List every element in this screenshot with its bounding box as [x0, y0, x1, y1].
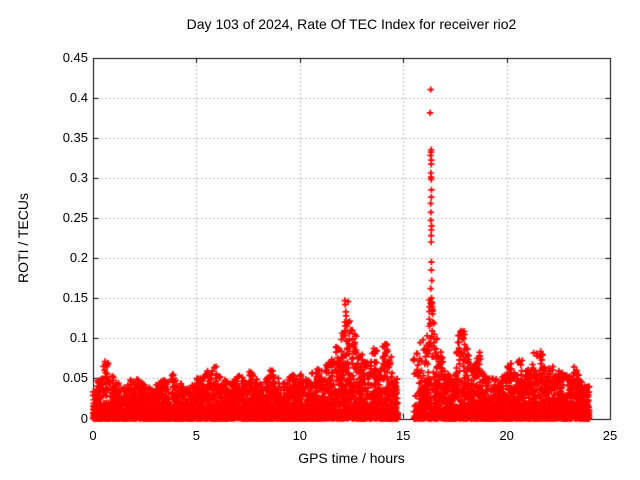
y-axis-label: ROTI / TECUs — [15, 193, 31, 283]
y-tick-label: 0 — [80, 410, 88, 426]
y-tick-label: 0.1 — [69, 330, 88, 346]
y-tick-label: 0.05 — [62, 370, 88, 386]
x-axis-label: GPS time / hours — [298, 450, 405, 466]
y-tick-label: 0.2 — [69, 250, 88, 266]
y-tick-label: 0.3 — [69, 169, 88, 185]
x-tick-label: 15 — [395, 428, 411, 443]
y-tick-label: 0.4 — [69, 89, 88, 105]
y-tick-label: 0.25 — [62, 209, 88, 225]
x-tick-label: 25 — [602, 428, 618, 443]
x-tick-label: 10 — [292, 428, 308, 443]
y-tick-label: 0.15 — [62, 290, 88, 306]
y-tick-label: 0.45 — [62, 49, 88, 65]
chart-title: Day 103 of 2024, Rate Of TEC Index for r… — [186, 16, 517, 32]
y-tick-label: 0.35 — [62, 129, 88, 145]
x-tick-label: 20 — [499, 428, 514, 443]
x-tick-label: 5 — [192, 428, 200, 443]
x-tick-label: 0 — [89, 428, 97, 443]
